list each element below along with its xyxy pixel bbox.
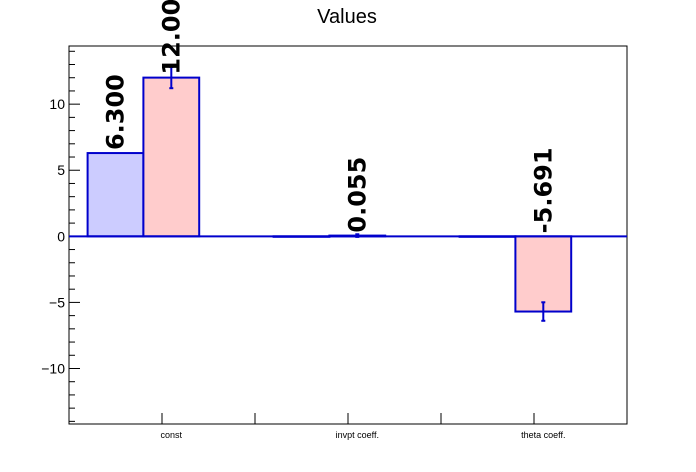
y-tick-label: 5 — [57, 162, 65, 178]
bar — [514, 235, 573, 313]
bar — [142, 76, 201, 238]
y-tick-label: 0 — [57, 228, 65, 244]
x-category-label: const — [161, 430, 183, 440]
data-label: -5.691 — [529, 147, 557, 233]
y-tick-label: −5 — [49, 294, 65, 310]
y-tick-label: 10 — [49, 96, 65, 112]
data-label: 6.300 — [102, 74, 130, 150]
data-label: 0.055 — [343, 157, 371, 233]
x-category-label: invpt coeff. — [336, 430, 379, 440]
bar — [86, 152, 145, 238]
chart-title: Values — [317, 6, 377, 28]
x-category-label: theta coeff. — [521, 430, 565, 440]
data-label: 12.008 — [157, 0, 185, 75]
plot-area: −10 −5 0 5 10 const invpt coeff. theta coeff. 6.… — [41, 0, 628, 440]
y-tick-label: −10 — [41, 360, 65, 376]
